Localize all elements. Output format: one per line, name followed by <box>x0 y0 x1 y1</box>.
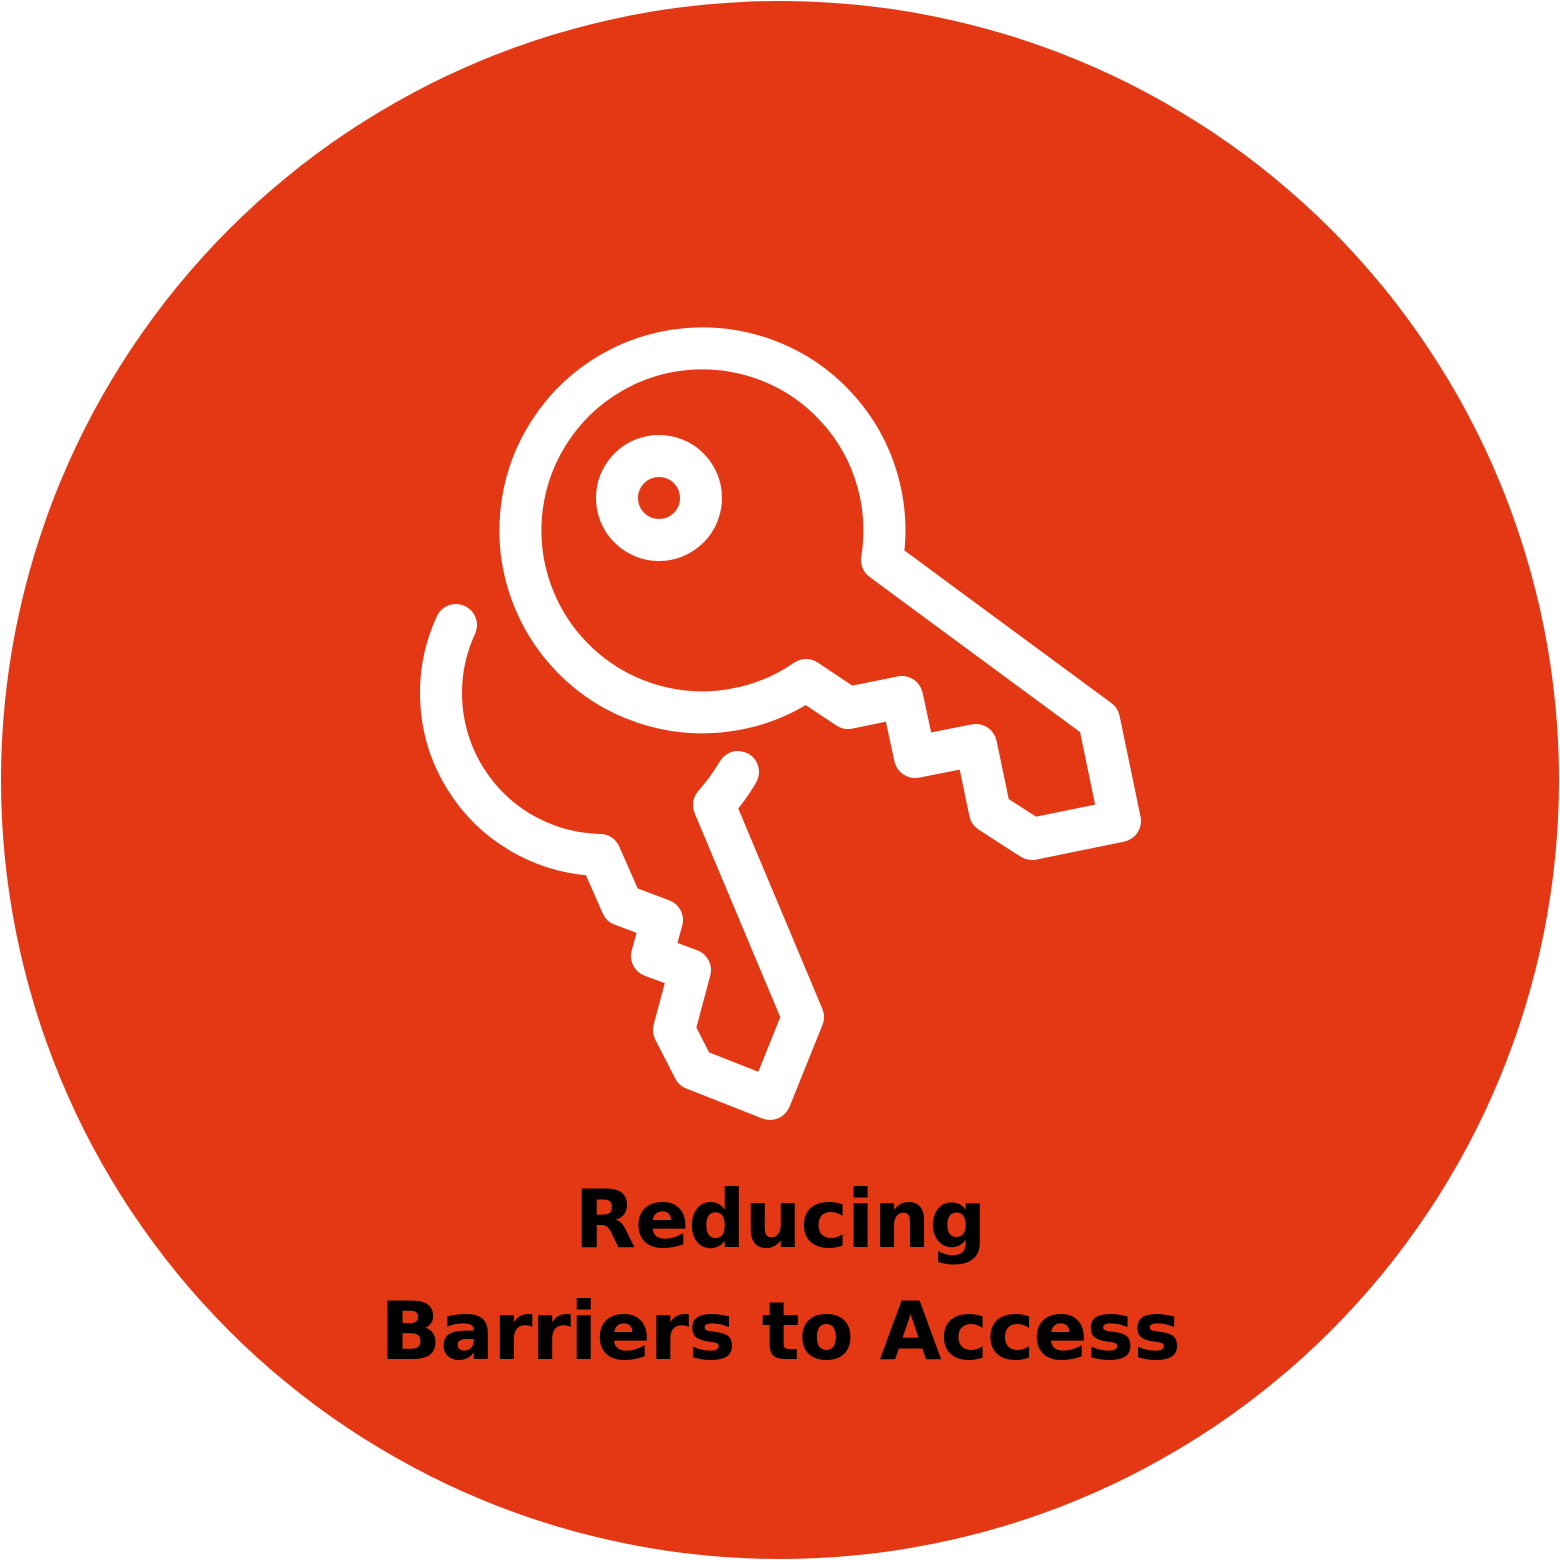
front-key-outline <box>499 327 1141 860</box>
caption-line-1: Reducing <box>574 1173 986 1266</box>
front-key-ring-hole <box>596 435 722 561</box>
back-key-blade <box>579 751 824 1120</box>
caption-line-2: Barriers to Access <box>380 1285 1181 1378</box>
back-key-bow <box>420 604 621 876</box>
